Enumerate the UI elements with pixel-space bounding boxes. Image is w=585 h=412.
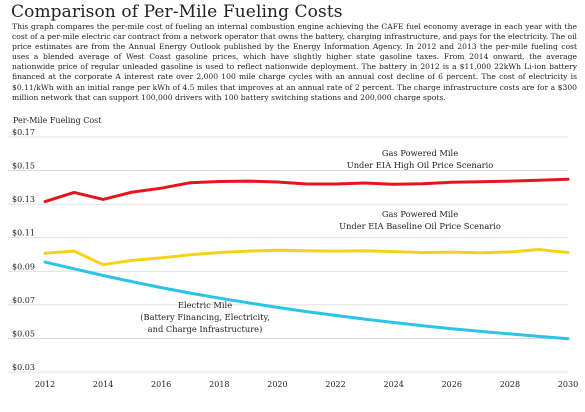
y-tick-label: $0.13 <box>12 195 35 204</box>
series-line <box>43 260 570 341</box>
series-line <box>43 177 570 204</box>
series-label: Gas Powered Mile <box>382 209 458 219</box>
x-tick-label: 2012 <box>35 380 55 389</box>
x-tick-label: 2014 <box>93 380 113 389</box>
y-tick-label: $0.17 <box>12 128 35 137</box>
y-tick-label: $0.09 <box>12 262 35 271</box>
series-label: and Charge Infrastructure) <box>148 324 263 334</box>
x-tick-label: 2020 <box>267 380 287 389</box>
series-label: Under EIA Baseline Oil Price Scenario <box>339 221 501 231</box>
x-tick-label: 2026 <box>442 380 462 389</box>
chart-description: This graph compares the per-mile cost of… <box>12 22 577 102</box>
y-tick-label: $0.07 <box>12 296 35 305</box>
series-labels: Gas Powered Mile Under EIA High Oil Price… <box>140 148 501 334</box>
series-lines <box>43 177 570 341</box>
y-tick-labels: $0.03 $0.05 $0.07 $0.09 $0.11 $0.13 $0.15 $0.17 <box>12 128 35 372</box>
series-label: Gas Powered Mile <box>382 148 458 158</box>
x-tick-label: 2022 <box>325 380 345 389</box>
series-label: (Battery Financing, Electricity, <box>140 312 270 322</box>
x-tick-label: 2024 <box>383 380 403 389</box>
y-tick-label: $0.03 <box>12 363 35 372</box>
y-grid <box>8 136 568 373</box>
x-tick-label: 2030 <box>558 380 578 389</box>
x-tick-label: 2028 <box>500 380 520 389</box>
y-tick-label: $0.11 <box>12 229 35 238</box>
series-label: Under EIA High Oil Price Scenario <box>347 160 494 170</box>
y-tick-label: $0.15 <box>12 162 35 171</box>
y-axis-title: Per-Mile Fueling Cost <box>13 116 102 125</box>
series-label: Electric Mile <box>178 300 232 310</box>
x-tick-labels: 2012 2014 2016 2018 2020 2022 2024 2026 2028 2030 <box>35 380 578 389</box>
series-line <box>43 248 570 267</box>
x-tick-label: 2016 <box>151 380 171 389</box>
page-title: Comparison of Per-Mile Fueling Costs <box>11 2 343 22</box>
x-tick-label: 2018 <box>209 380 229 389</box>
y-tick-label: $0.05 <box>12 329 35 338</box>
